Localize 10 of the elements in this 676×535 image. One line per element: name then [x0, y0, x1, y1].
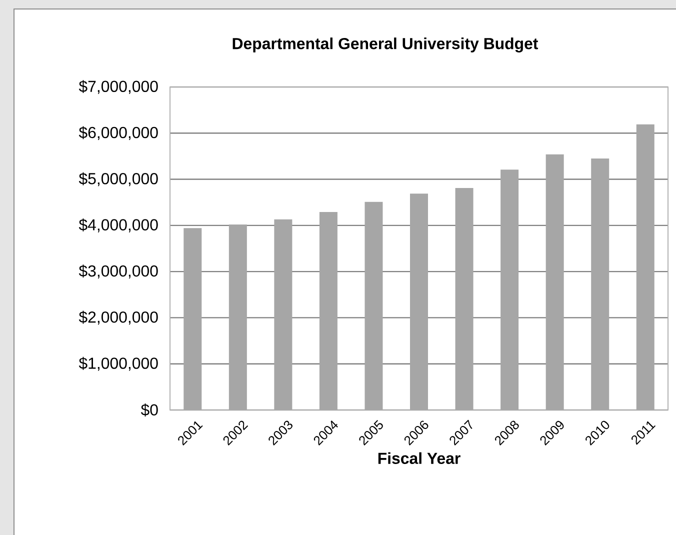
chart-title: Departmental General University Budget	[232, 38, 538, 52]
y-tick-label: $0	[140, 404, 158, 416]
y-tick-label: $1,000,000	[78, 356, 158, 371]
x-axis-title: Fiscal Year	[378, 452, 460, 464]
y-tick-label: $6,000,000	[78, 126, 158, 140]
y-tick-label: $5,000,000	[78, 172, 158, 186]
y-tick-label: $4,000,000	[78, 218, 158, 232]
y-tick-label: $7,000,000	[78, 80, 158, 94]
y-tick-label: $3,000,000	[78, 264, 158, 278]
y-tick-label: $2,000,000	[78, 310, 158, 325]
